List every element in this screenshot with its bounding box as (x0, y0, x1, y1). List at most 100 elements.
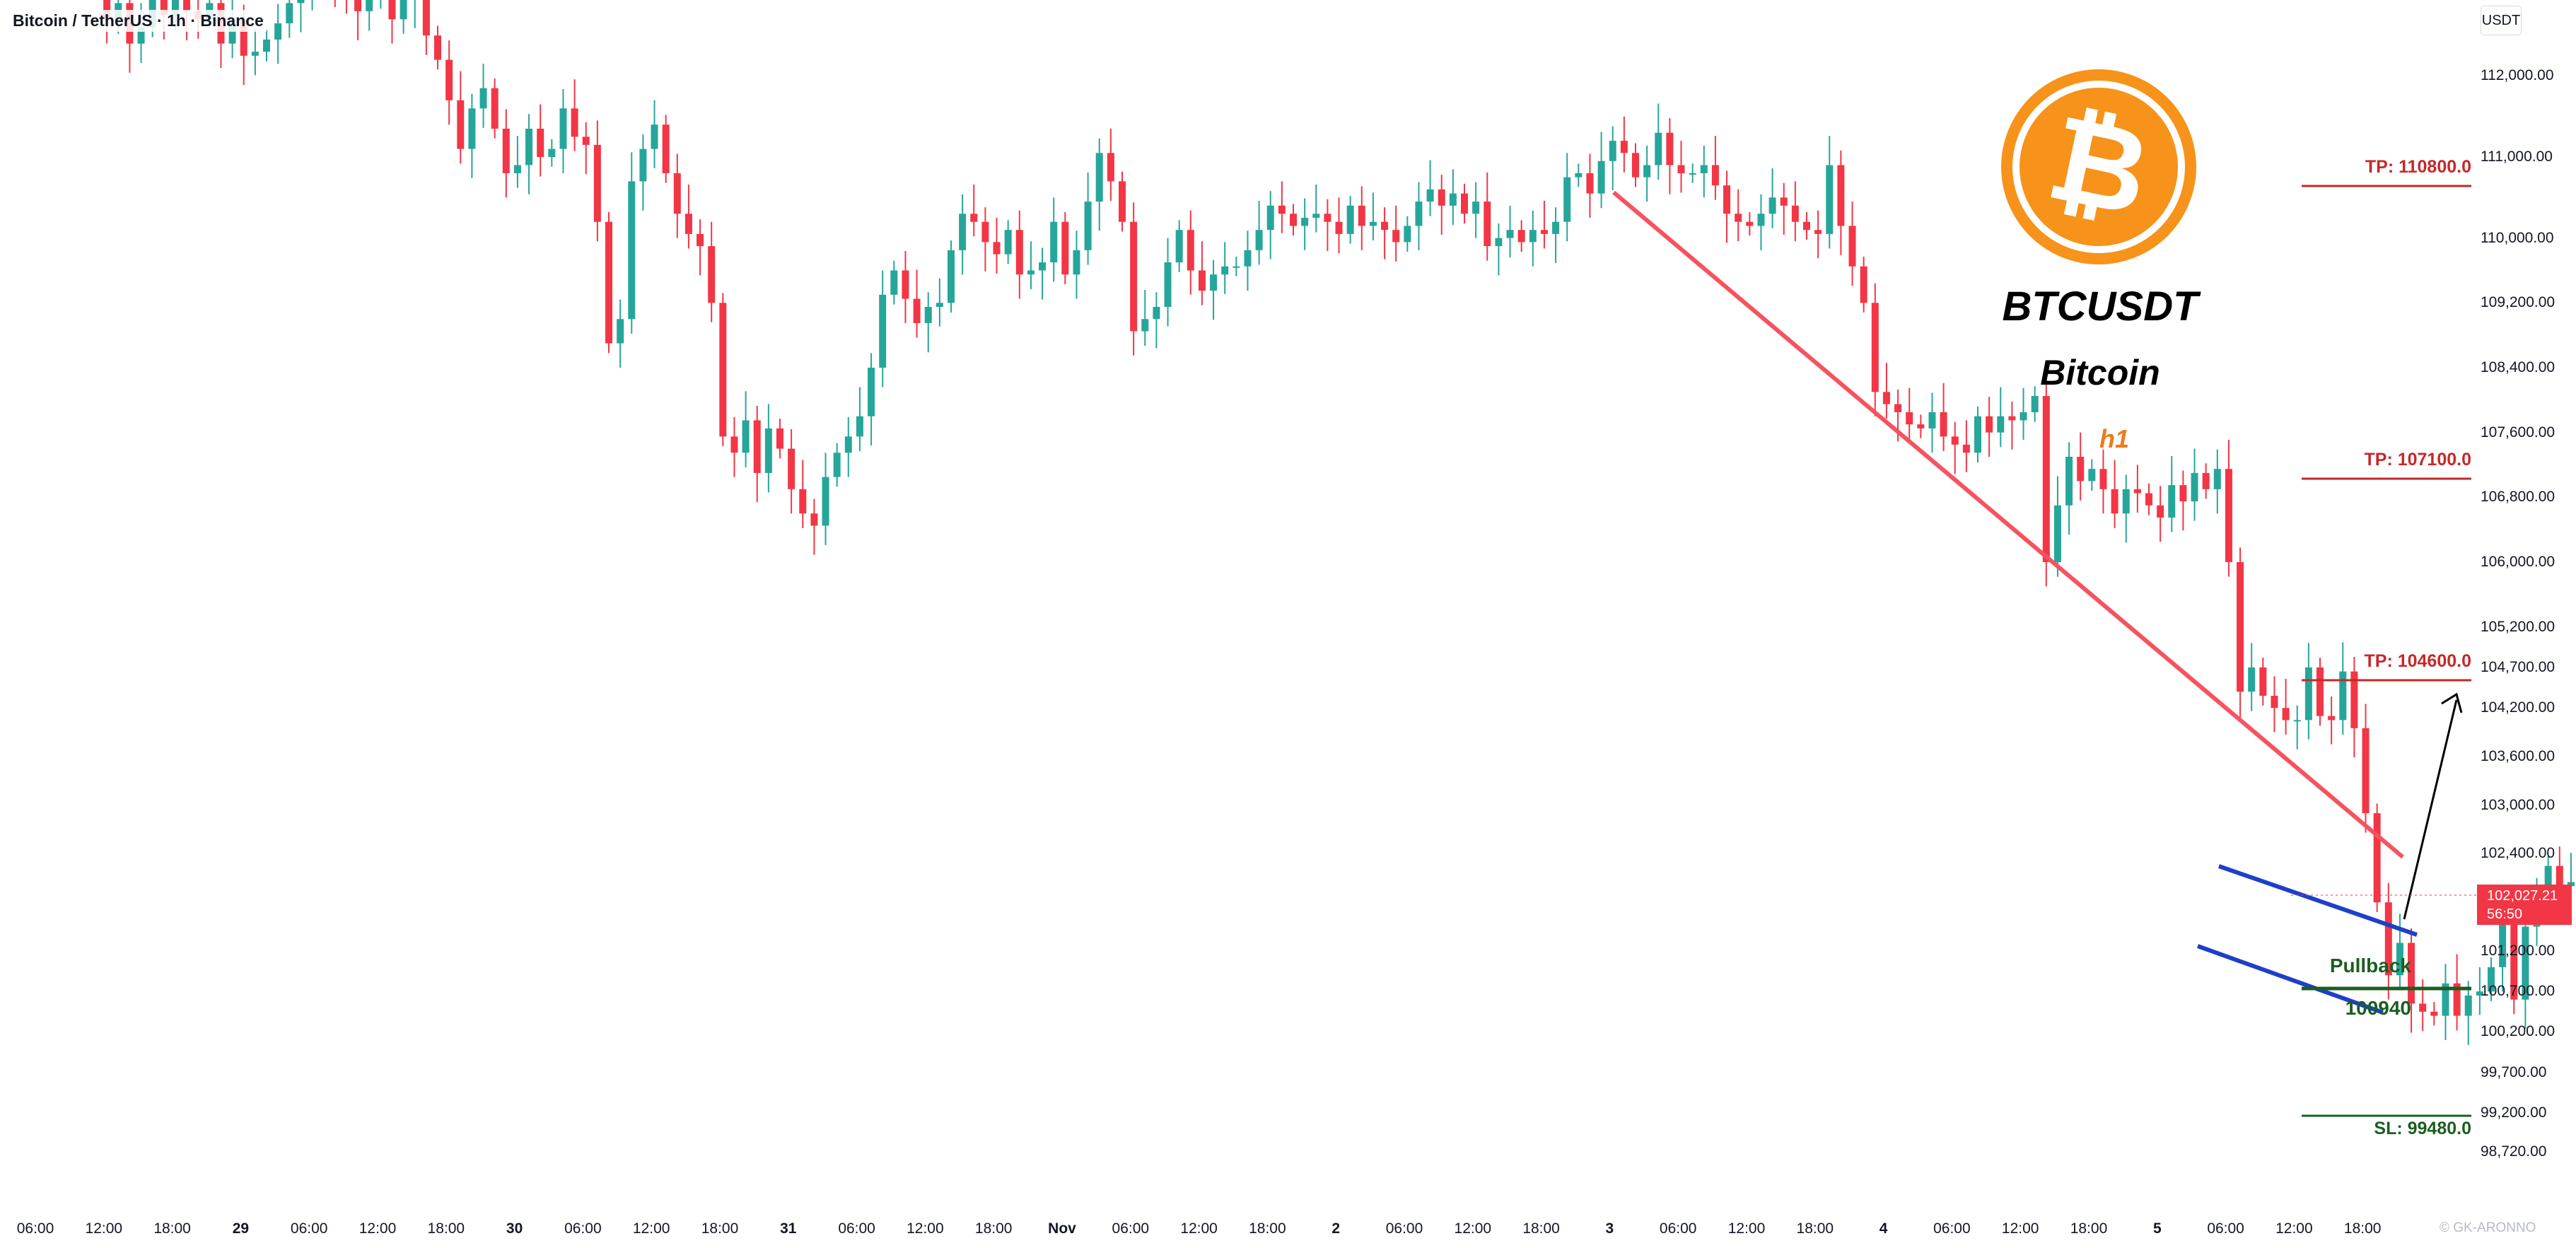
candle-body[interactable] (1004, 230, 1012, 255)
candle-body[interactable] (2510, 914, 2518, 1000)
candle-body[interactable] (617, 319, 624, 344)
candle-body[interactable] (1095, 153, 1103, 202)
candle-body[interactable] (1335, 221, 1343, 234)
candle-body[interactable] (810, 513, 818, 526)
candle-body[interactable] (160, 0, 168, 16)
candle-body[interactable] (1221, 266, 1229, 275)
candle-body[interactable] (1597, 161, 1605, 194)
candle-body[interactable] (1495, 238, 1503, 247)
candle-body[interactable] (2384, 902, 2392, 976)
projection-arrow-line[interactable] (2403, 699, 2458, 920)
candle-body[interactable] (2522, 926, 2529, 1000)
candle-body[interactable] (2020, 412, 2027, 421)
candle-body[interactable] (730, 436, 738, 453)
candle-body[interactable] (2408, 943, 2415, 1004)
candle-body[interactable] (1107, 153, 1114, 182)
candle-body[interactable] (1575, 173, 1583, 177)
candle-body[interactable] (479, 88, 487, 109)
candle-body[interactable] (1461, 193, 1468, 214)
candle-body[interactable] (890, 270, 898, 295)
candle-body[interactable] (2111, 489, 2119, 514)
candle-body[interactable] (959, 214, 967, 250)
candle-body[interactable] (2419, 1003, 2427, 1012)
candle-body[interactable] (2145, 493, 2152, 506)
candle-body[interactable] (2077, 457, 2085, 482)
candle-body[interactable] (1484, 202, 1491, 247)
candle-body[interactable] (137, 27, 145, 44)
channel-lower-line[interactable] (2196, 944, 2384, 1015)
candle-body[interactable] (1997, 416, 2005, 433)
candle-body[interactable] (1677, 165, 1685, 173)
candle-body[interactable] (868, 367, 875, 416)
candle-body[interactable] (1210, 274, 1218, 291)
candle-body[interactable] (434, 35, 441, 60)
candle-body[interactable] (1940, 412, 1947, 437)
candle-body[interactable] (2442, 983, 2449, 1016)
candle-body[interactable] (491, 88, 499, 129)
candle-body[interactable] (1050, 221, 1058, 263)
candle-body[interactable] (388, 0, 396, 20)
candle-body[interactable] (628, 181, 636, 320)
candle-body[interactable] (2179, 485, 2187, 502)
candle-body[interactable] (1791, 205, 1799, 222)
candle-body[interactable] (548, 148, 556, 158)
candle-body[interactable] (1278, 205, 1286, 214)
candle-body[interactable] (1324, 214, 1331, 222)
candle-body[interactable] (1655, 132, 1662, 165)
candle-body[interactable] (1141, 319, 1149, 332)
candle-body[interactable] (673, 173, 681, 214)
candle-body[interactable] (2099, 469, 2107, 489)
candle-body[interactable] (513, 165, 521, 173)
candle-body[interactable] (2065, 457, 2073, 506)
candle-body[interactable] (2271, 696, 2278, 708)
candle-body[interactable] (468, 108, 476, 149)
candle-body[interactable] (1826, 165, 1834, 234)
candle-body[interactable] (1187, 230, 1194, 271)
channel-upper-line[interactable] (2218, 864, 2418, 937)
candle-body[interactable] (1951, 436, 1959, 445)
candle-body[interactable] (366, 0, 373, 11)
candle-body[interactable] (742, 420, 750, 453)
candle-body[interactable] (1073, 250, 1080, 275)
candle-body[interactable] (400, 0, 407, 20)
candle-body[interactable] (1346, 205, 1354, 234)
candle-body[interactable] (1358, 205, 1365, 226)
candle-body[interactable] (2202, 472, 2210, 489)
candle-body[interactable] (1609, 141, 1616, 161)
candle-body[interactable] (1962, 444, 1970, 453)
candle-body[interactable] (2259, 667, 2267, 696)
candle-body[interactable] (2088, 469, 2096, 482)
candle-body[interactable] (833, 453, 841, 477)
candle-body[interactable] (1803, 221, 1810, 231)
candle-body[interactable] (2225, 469, 2232, 562)
candle-body[interactable] (1837, 165, 1845, 226)
candle-body[interactable] (103, 0, 111, 20)
candle-body[interactable] (697, 233, 704, 247)
candle-body[interactable] (1472, 202, 1480, 214)
candle-body[interactable] (913, 298, 921, 323)
candle-body[interactable] (2168, 485, 2176, 518)
candle-body[interactable] (1848, 226, 1856, 267)
candle-body[interactable] (1780, 197, 1788, 206)
candle-body[interactable] (2213, 469, 2221, 489)
candle-body[interactable] (1735, 214, 1742, 222)
candle-body[interactable] (1643, 165, 1651, 177)
candle-body[interactable] (1746, 221, 1754, 226)
candle-body[interactable] (2042, 396, 2050, 562)
candle-body[interactable] (1175, 230, 1183, 263)
candle-body[interactable] (753, 420, 761, 473)
candle-body[interactable] (240, 19, 247, 56)
candle-body[interactable] (1301, 218, 1309, 226)
candle-body[interactable] (719, 303, 727, 437)
candle-body[interactable] (1119, 181, 1126, 222)
candle-body[interactable] (2544, 865, 2552, 903)
candle-body[interactable] (1506, 230, 1514, 238)
candle-body[interactable] (1130, 221, 1138, 332)
candle-body[interactable] (297, 0, 305, 4)
candle-body[interactable] (1757, 214, 1765, 226)
candle-body[interactable] (1906, 412, 1913, 425)
candle-body[interactable] (1882, 392, 1890, 404)
candle-body[interactable] (2031, 396, 2039, 412)
symbol-title[interactable]: Bitcoin / TetherUS · 1h · Binance (10, 10, 267, 32)
candle-body[interactable] (2133, 489, 2141, 494)
